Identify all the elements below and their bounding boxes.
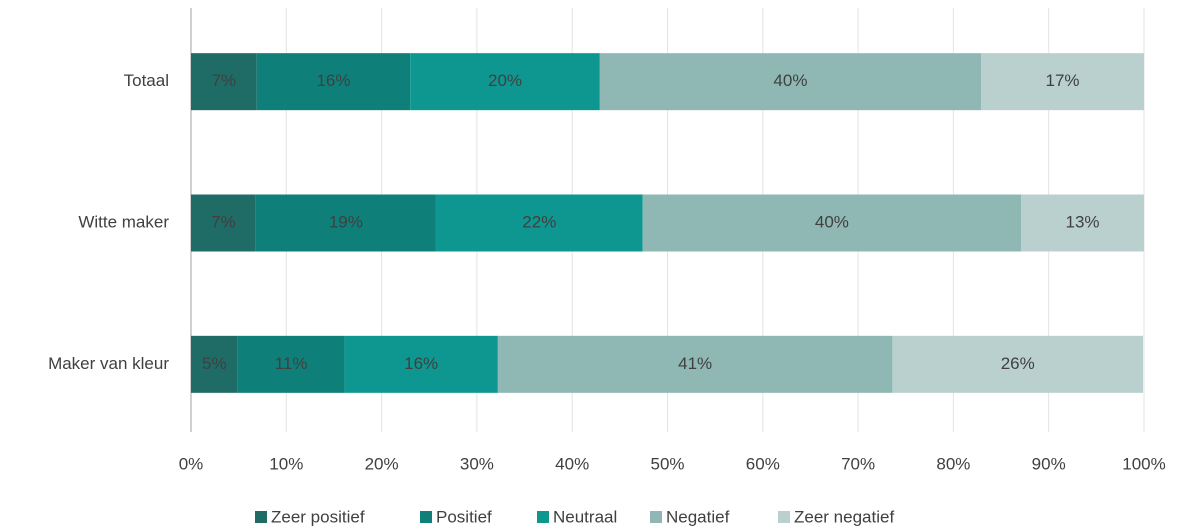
category-label: Maker van kleur — [48, 354, 169, 373]
value-label: 26% — [1001, 354, 1035, 373]
legend-label: Zeer positief — [271, 507, 365, 526]
bar-segment — [256, 53, 411, 111]
legend-swatch — [537, 511, 549, 523]
x-tick-label: 10% — [269, 454, 303, 473]
bar-segment — [344, 335, 498, 393]
bar-segment — [435, 194, 643, 252]
x-tick-label: 0% — [179, 454, 204, 473]
bar-segment — [642, 194, 1022, 252]
x-tick-label: 60% — [746, 454, 780, 473]
x-tick-label: 100% — [1122, 454, 1165, 473]
bar-segment — [255, 194, 436, 252]
legend-swatch — [420, 511, 432, 523]
category-label: Witte maker — [78, 212, 169, 231]
x-tick-label: 70% — [841, 454, 875, 473]
category-label: Totaal — [124, 71, 169, 90]
value-label: 11% — [275, 354, 308, 373]
bar-segment — [191, 53, 257, 111]
bar-segment — [497, 335, 893, 393]
value-label: 16% — [316, 71, 350, 90]
x-tick-label: 40% — [555, 454, 589, 473]
x-tick-label: 90% — [1032, 454, 1066, 473]
value-label: 16% — [404, 354, 438, 373]
bar-segment — [191, 335, 238, 393]
legend-swatch — [255, 511, 267, 523]
bar-segment — [1021, 194, 1144, 252]
legend-label: Negatief — [666, 507, 730, 526]
bar-segment — [981, 53, 1144, 111]
bar-segment — [237, 335, 345, 393]
bar-segment — [892, 335, 1144, 393]
legend-label: Neutraal — [553, 507, 617, 526]
value-label: 40% — [773, 71, 807, 90]
legend-label: Zeer negatief — [794, 507, 894, 526]
x-tick-label: 30% — [460, 454, 494, 473]
bar-segment — [410, 53, 600, 111]
x-tick-label: 50% — [650, 454, 684, 473]
bar-segment — [191, 194, 256, 252]
legend-swatch — [778, 511, 790, 523]
value-label: 7% — [211, 212, 236, 231]
legend-swatch — [650, 511, 662, 523]
value-label: 17% — [1046, 71, 1080, 90]
value-label: 22% — [522, 212, 556, 231]
value-label: 41% — [678, 354, 712, 373]
value-label: 19% — [329, 212, 363, 231]
value-label: 40% — [815, 212, 849, 231]
value-label: 7% — [212, 71, 237, 90]
value-label: 13% — [1066, 212, 1100, 231]
value-label: 20% — [488, 71, 522, 90]
bar-segment — [599, 53, 982, 111]
x-tick-label: 80% — [936, 454, 970, 473]
legend-label: Positief — [436, 507, 492, 526]
x-tick-label: 20% — [365, 454, 399, 473]
value-label: 5% — [202, 354, 227, 373]
